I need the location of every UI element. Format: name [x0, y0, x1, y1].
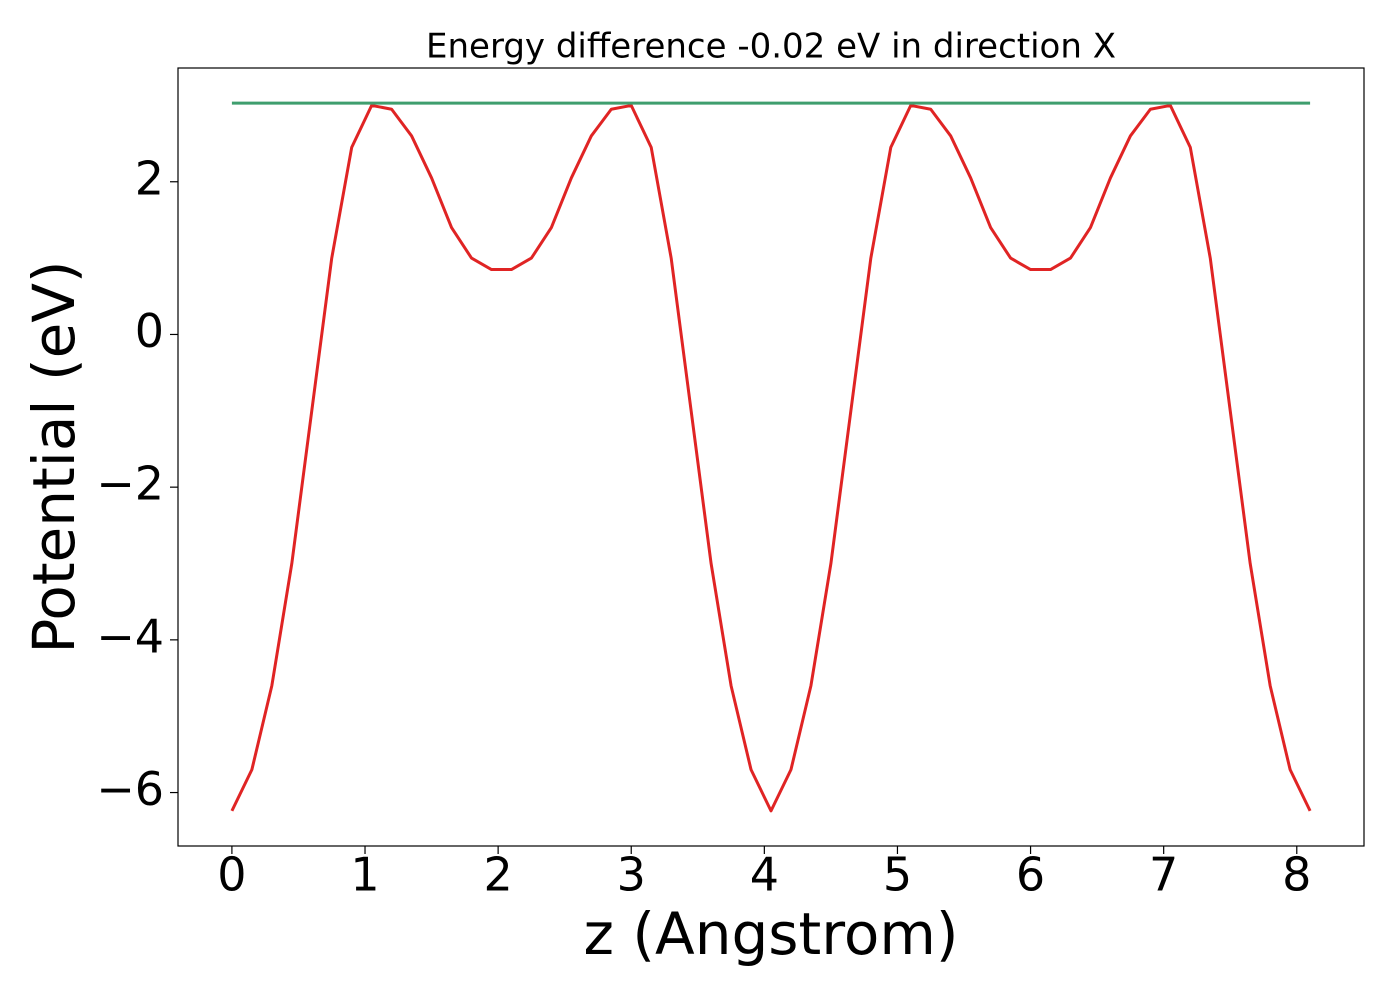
plot-frame	[177, 67, 1365, 847]
x-tick-label: 1	[350, 848, 379, 902]
x-tick-label: 4	[750, 848, 779, 902]
y-tick-label: 2	[135, 151, 164, 205]
x-tick-label: 7	[1149, 848, 1178, 902]
x-tick-label: 6	[1016, 848, 1045, 902]
y-tick-label: 0	[135, 304, 164, 358]
x-tick-label: 8	[1282, 848, 1311, 902]
line-series	[230, 103, 1312, 813]
x-tick-label: 5	[883, 848, 912, 902]
x-tick-label: 0	[217, 848, 246, 902]
y-tick-label: −6	[96, 762, 164, 816]
y-axis-label: Potential (eV)	[20, 260, 88, 653]
y-tick-label: −2	[96, 457, 164, 511]
x-tick-label: 3	[617, 848, 646, 902]
y-tick-label: −4	[96, 609, 164, 663]
x-axis-label: z (Angstrom)	[584, 900, 959, 968]
chart-title: Energy difference -0.02 eV in direction …	[426, 27, 1116, 67]
x-tick-label: 2	[483, 848, 512, 902]
